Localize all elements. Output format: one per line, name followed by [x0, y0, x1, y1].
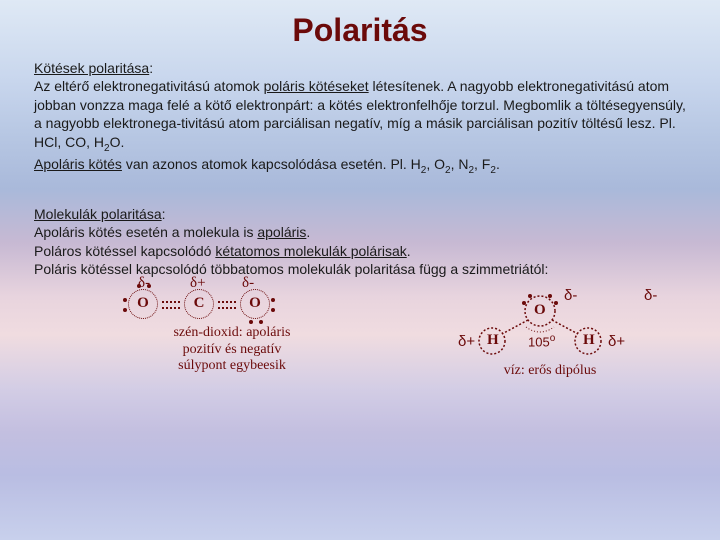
heading-bonds: Kötések polaritása — [34, 60, 149, 76]
p2d: , N — [451, 156, 469, 172]
section-molecules: Molekulák polaritása: Apoláris kötés ese… — [0, 205, 720, 279]
co2-atom-o2: O — [240, 289, 270, 319]
h2o-delta-neg2: δ- — [644, 287, 657, 304]
section-bonds: Kötések polaritása: Az eltérő elektroneg… — [0, 59, 720, 177]
p2b: van azonos atomok kapcsolódása esetén. P… — [122, 156, 421, 172]
co2-cap3: súlypont egybeesik — [178, 358, 286, 373]
co2-cap1: szén-dioxid: apoláris — [173, 325, 290, 340]
p1d: O. — [110, 134, 125, 150]
co2-bond1 — [162, 299, 180, 309]
co2-o2-label: O — [249, 295, 261, 312]
p2e: , F — [474, 156, 490, 172]
co2-cap2: pozitív és negatív — [183, 342, 282, 357]
colon2: : — [162, 206, 166, 222]
h2o-angle-sup: o — [550, 333, 556, 344]
page-title: Polaritás — [0, 0, 720, 59]
h2o-svg — [430, 293, 670, 363]
co2-o1-label: O — [137, 295, 149, 312]
h2o-delta-neg1: δ- — [564, 287, 577, 304]
m1b: apoláris — [257, 224, 306, 240]
p2f: . — [496, 156, 500, 172]
h2o-caption: víz: erős dipólus — [430, 363, 670, 379]
m1a: Apoláris kötés esetén a molekula is — [34, 224, 257, 240]
co2-caption: szén-dioxid: apoláris pozitív és negatív… — [82, 325, 382, 375]
diagrams: δ- δ+ δ- O C O — [0, 283, 720, 423]
m1c: . — [306, 224, 310, 240]
h2o-angle: 105o — [528, 333, 555, 349]
m2b: kétatomos molekulák polárisak — [215, 243, 406, 259]
co2-c-label: C — [194, 295, 205, 312]
h2o-diagram: O H H δ- δ- δ+ δ+ 105o víz: erős dipólus — [430, 293, 670, 379]
p1a: Az eltérő elektronegativitású atomok — [34, 78, 264, 94]
co2-bond2 — [218, 299, 236, 309]
h2o-delta-pos1: δ+ — [458, 333, 475, 350]
colon1: : — [149, 60, 153, 76]
p1b: poláris kötéseket — [264, 78, 369, 94]
co2-atom-o1: O — [128, 289, 158, 319]
m3: Poláris kötéssel kapcsolódó többatomos m… — [34, 261, 548, 277]
co2-atom-c: C — [184, 289, 214, 319]
heading-mol: Molekulák polaritása — [34, 206, 162, 222]
m2c: . — [407, 243, 411, 259]
h2o-delta-pos2: δ+ — [608, 333, 625, 350]
m2a: Poláros kötéssel kapcsolódó — [34, 243, 215, 259]
p2c: , O — [426, 156, 445, 172]
h2o-o-label: O — [534, 302, 546, 319]
co2-diagram: δ- δ+ δ- O C O — [122, 289, 382, 375]
h2o-h2-label: H — [583, 332, 595, 349]
p2a: Apoláris kötés — [34, 156, 122, 172]
h2o-h1-label: H — [487, 332, 499, 349]
h2o-angle-val: 105 — [528, 334, 550, 349]
